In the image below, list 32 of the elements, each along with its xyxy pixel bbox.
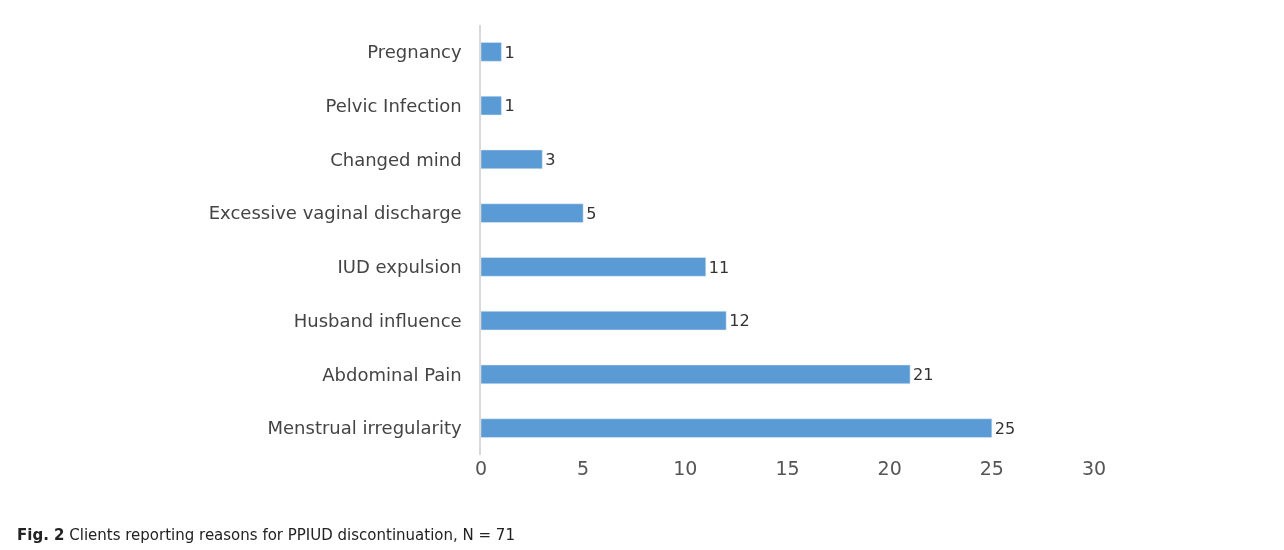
x-tick-label: 0 [474, 457, 488, 479]
y-tick-label: Abdominal Pain [322, 363, 462, 385]
bar [481, 310, 727, 331]
data-label: 1 [504, 42, 515, 62]
bar [481, 203, 584, 223]
y-tick-label: Excessive vaginal discharge [208, 202, 462, 224]
bar [481, 257, 707, 277]
y-tick-label: Pelvic Infection [325, 94, 462, 116]
x-tick-label: 25 [979, 457, 1004, 479]
caption: Fig. 2 Clients reporting reasons for PPIUD discontinuation, N = 71 [17, 526, 515, 544]
y-tick-label: Husband influence [293, 309, 462, 331]
y-tick-label: Pregnancy [367, 41, 462, 63]
x-tick-label: 5 [577, 457, 590, 479]
bar [481, 95, 502, 116]
data-label: 3 [545, 150, 556, 170]
bar [481, 364, 911, 385]
x-tick-label: 20 [877, 457, 902, 479]
x-tick-label: 30 [1081, 457, 1107, 479]
x-tick-label: 15 [775, 457, 800, 479]
data-label: 5 [586, 203, 597, 223]
bar [481, 149, 543, 170]
bar [481, 42, 502, 62]
data-label: 21 [913, 365, 934, 385]
data-label: 11 [708, 257, 730, 277]
y-tick-label: Changed mind [330, 148, 462, 170]
x-tick-label: 10 [673, 457, 698, 479]
data-label: 1 [504, 96, 515, 116]
data-label: 25 [994, 418, 1016, 438]
data-label: 12 [729, 311, 750, 331]
y-tick-label: Menstrual irregularity [267, 417, 462, 439]
y-tick-label: IUD expulsion [337, 256, 462, 278]
bar [481, 418, 993, 438]
